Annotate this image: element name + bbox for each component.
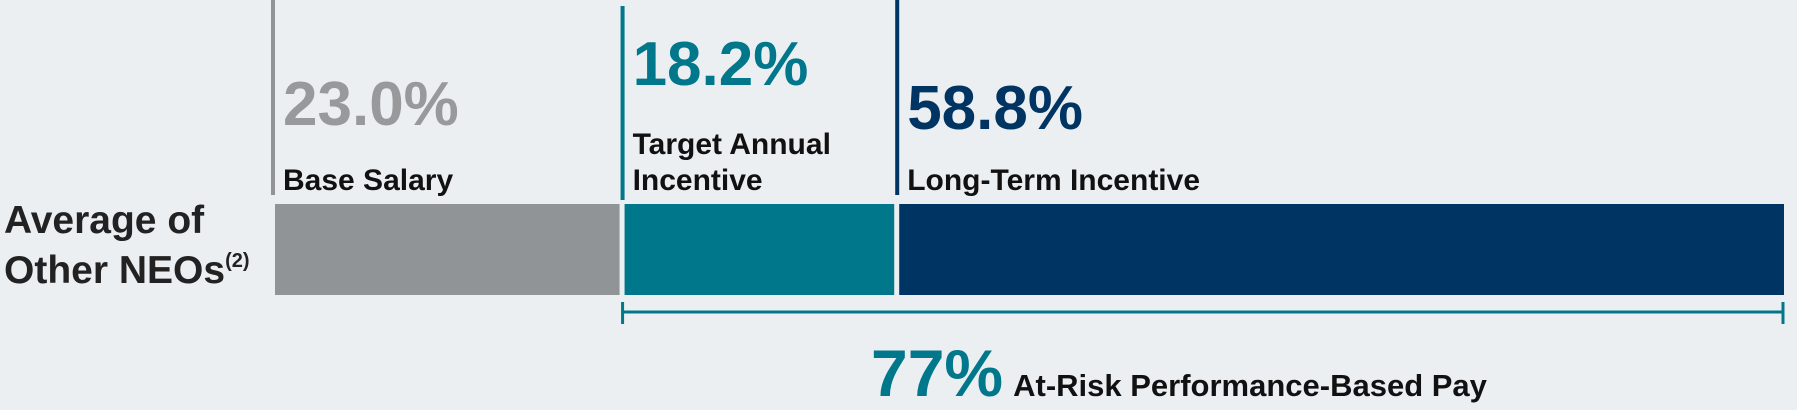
- category-text: Average of Other NEOs: [4, 199, 226, 292]
- legend-label: Target Annual Incentive: [632, 128, 831, 197]
- category-label: Average of Other NEOs(2): [4, 196, 254, 295]
- bar-segment: [899, 204, 1784, 295]
- bar-segment: [275, 204, 620, 295]
- value-label: 23.0%: [283, 70, 459, 139]
- at-risk-text: At-Risk Performance-Based Pay: [1013, 368, 1487, 403]
- at-risk-annotation: 77% At-Risk Performance-Based Pay: [871, 335, 1487, 410]
- value-label: 18.2%: [632, 30, 809, 99]
- value-label: 58.8%: [907, 74, 1084, 143]
- legend-label: Long-Term Incentive: [907, 163, 1201, 197]
- footnote: (2): [225, 249, 250, 272]
- bar-segment: [624, 204, 895, 295]
- at-risk-value: 77%: [871, 336, 1004, 410]
- legend-label: Base Salary: [283, 163, 454, 197]
